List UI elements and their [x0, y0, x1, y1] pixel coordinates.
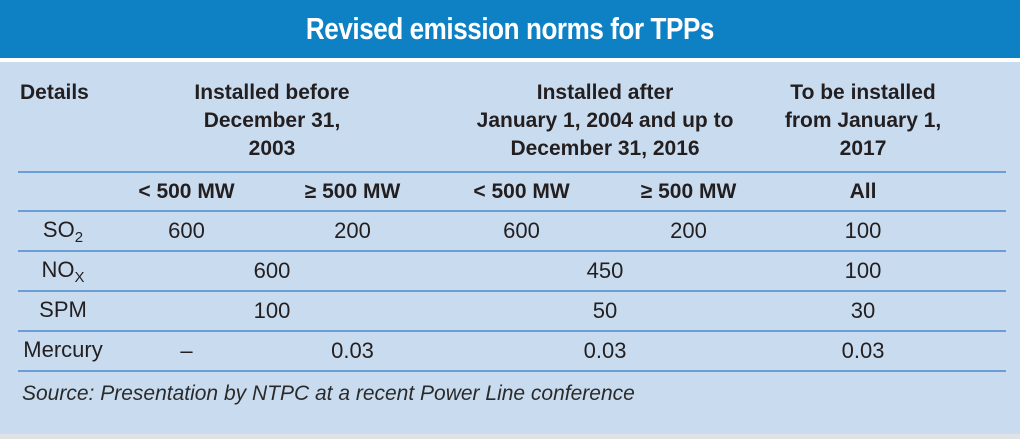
group-header-line: from January 1, — [784, 109, 942, 132]
row-label-mercury: Mercury — [18, 331, 106, 372]
table-row-spm: SPM 100 50 30 — [18, 291, 1007, 332]
row-label-nox: NOX — [18, 251, 106, 292]
spacer-cell — [954, 172, 1007, 212]
pollutant-name: Mercury — [23, 336, 103, 362]
spacer-cell — [954, 251, 1007, 292]
row-label-spm: SPM — [18, 291, 106, 332]
cell-so2-all: 100 — [772, 211, 955, 252]
pollutant-subscript: 2 — [74, 228, 84, 246]
spacer-cell — [954, 70, 1007, 173]
group-header-installed-before: Installed before December 31, 2003 — [106, 70, 439, 173]
group-header-line: January 1, 2004 and up to — [476, 109, 734, 132]
cell-nox-after: 450 — [438, 251, 773, 292]
pollutant-name: SO — [42, 216, 75, 242]
spacer-cell — [954, 211, 1007, 252]
cell-nox-all: 100 — [772, 251, 955, 292]
table-row-so2: SO2 600 200 600 200 100 — [18, 211, 1007, 252]
cell-mercury-before-ge500: 0.03 — [267, 331, 439, 372]
subheader-all: All — [772, 172, 955, 212]
spacer-cell — [954, 331, 1007, 372]
pollutant-name: SPM — [39, 296, 87, 322]
emission-norms-table: Details Installed before December 31, 20… — [18, 70, 1007, 372]
subheader-before-lt500: < 500 MW — [106, 172, 267, 212]
source-attribution: Source: Presentation by NTPC at a recent… — [22, 382, 635, 405]
spacer-cell — [954, 291, 1007, 332]
group-header-line: 2017 — [839, 137, 887, 160]
row-label-so2: SO2 — [18, 211, 106, 252]
subheader-after-lt500: < 500 MW — [438, 172, 606, 212]
table-row-mercury: Mercury – 0.03 0.03 0.03 — [18, 331, 1007, 372]
details-header: Details — [18, 70, 106, 173]
cell-spm-after: 50 — [438, 291, 773, 332]
subheader-row: < 500 MW ≥ 500 MW < 500 MW ≥ 500 MW All — [18, 172, 1007, 212]
group-header-to-be-installed: To be installed from January 1, 2017 — [772, 70, 955, 173]
cell-mercury-after: 0.03 — [438, 331, 773, 372]
table-row-nox: NOX 600 450 100 — [18, 251, 1007, 292]
subheader-after-ge500: ≥ 500 MW — [605, 172, 773, 212]
cell-mercury-before-lt500: – — [106, 331, 267, 372]
cell-mercury-all: 0.03 — [772, 331, 955, 372]
group-header-line: Installed after — [536, 81, 674, 104]
group-header-row: Details Installed before December 31, 20… — [18, 70, 1007, 173]
group-header-line: Installed before — [194, 81, 350, 104]
bottom-edge-shadow — [0, 434, 1020, 439]
cell-so2-after-lt500: 600 — [438, 211, 606, 252]
figure-title: Revised emission norms for TPPs — [305, 11, 715, 46]
cell-so2-before-lt500: 600 — [106, 211, 267, 252]
cell-so2-before-ge500: 200 — [267, 211, 439, 252]
pollutant-name: NO — [41, 256, 75, 282]
group-header-line: December 31, 2016 — [510, 137, 700, 160]
subheader-before-ge500: ≥ 500 MW — [267, 172, 439, 212]
spacer-cell — [18, 172, 106, 212]
group-header-installed-after: Installed after January 1, 2004 and up t… — [438, 70, 773, 173]
cell-spm-all: 30 — [772, 291, 955, 332]
group-header-line: December 31, — [203, 109, 341, 132]
table-panel: Details Installed before December 31, 20… — [0, 62, 1020, 434]
cell-so2-after-ge500: 200 — [605, 211, 773, 252]
cell-nox-before: 600 — [106, 251, 439, 292]
pollutant-subscript: X — [74, 268, 85, 286]
title-bar: Revised emission norms for TPPs — [0, 0, 1020, 58]
group-header-line: 2003 — [248, 137, 296, 160]
group-header-line: To be installed — [790, 81, 936, 104]
cell-spm-before: 100 — [106, 291, 439, 332]
